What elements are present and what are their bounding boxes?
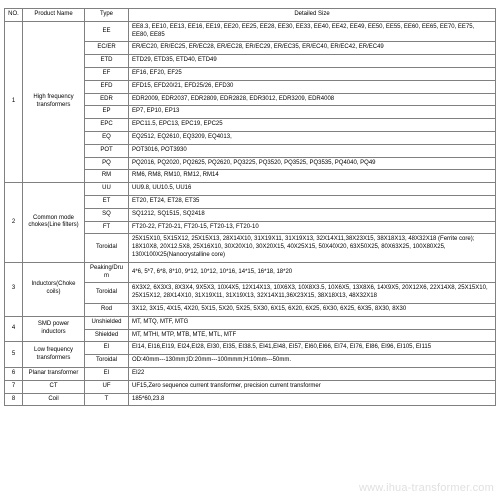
cell-no: 8	[5, 393, 23, 406]
cell-product-name: High frequency transformers	[23, 21, 85, 182]
cell-detail: UF15,Zero sequence current transformer, …	[129, 380, 496, 393]
cell-type: EDR	[85, 93, 129, 106]
cell-type: Unshielded	[85, 316, 129, 329]
cell-type: Toroidal	[85, 283, 129, 304]
cell-product-name: Inductors(Choke coils)	[23, 262, 85, 316]
cell-detail: 3X12, 3X15, 4X15, 4X20, 5X15, 5X20, 5X25…	[129, 303, 496, 316]
cell-type: EE	[85, 21, 129, 42]
cell-detail: EDR2009, EDR2037, EDR2809, EDR2828, EDR3…	[129, 93, 496, 106]
cell-detail: OD:40mm---130mm;ID:20mm---100mmm;H:10mm-…	[129, 355, 496, 368]
cell-detail: ER/EC20, ER/EC25, ER/EC28, ER/EC28, ER/E…	[129, 42, 496, 55]
cell-type: Rod	[85, 303, 129, 316]
cell-type: Toroidal	[85, 355, 129, 368]
cell-no: 6	[5, 367, 23, 380]
table-row: 6Planar transformerEIEI22	[5, 367, 496, 380]
cell-detail: MT, MTHI, MTP, MTB, MTE, MTL, MTF	[129, 329, 496, 342]
cell-detail: MT, MTQ, MTF, MTG	[129, 316, 496, 329]
cell-no: 1	[5, 21, 23, 182]
table-row: 7CTUFUF15,Zero sequence current transfor…	[5, 380, 496, 393]
cell-type: UU	[85, 183, 129, 196]
cell-type: EI	[85, 367, 129, 380]
cell-product-name: CT	[23, 380, 85, 393]
cell-type: EPC	[85, 119, 129, 132]
header-no: NO.	[5, 9, 23, 22]
cell-type: ET	[85, 195, 129, 208]
header-name: Product Name	[23, 9, 85, 22]
table-row: 5Low frequency transformersEIEI14, EI16,…	[5, 342, 496, 355]
cell-detail: ET20, ET24, ET28, ET35	[129, 195, 496, 208]
cell-type: Peaking/Drum	[85, 262, 129, 283]
cell-detail: EI14, EI16,EI19, EI24,EI28, EI30, EI35, …	[129, 342, 496, 355]
cell-detail: EE8.3, EE10, EE13, EE16, EE19, EE20, EE2…	[129, 21, 496, 42]
cell-no: 3	[5, 262, 23, 316]
cell-no: 7	[5, 380, 23, 393]
header-row: NO. Product Name Type Detailed Size	[5, 9, 496, 22]
cell-type: UF	[85, 380, 129, 393]
table-row: 2Common mode chokes(Line filters)UUUU9.8…	[5, 183, 496, 196]
cell-detail: 6X3X2, 6X3X3, 8X3X4, 9X5X3, 10X4X5, 12X1…	[129, 283, 496, 304]
cell-type: EC/ER	[85, 42, 129, 55]
cell-no: 5	[5, 342, 23, 368]
cell-type: EI	[85, 342, 129, 355]
header-type: Type	[85, 9, 129, 22]
cell-type: FT	[85, 221, 129, 234]
cell-detail: EI22	[129, 367, 496, 380]
cell-type: EP	[85, 106, 129, 119]
spec-table: NO. Product Name Type Detailed Size 1Hig…	[4, 8, 496, 406]
cell-type: PQ	[85, 157, 129, 170]
cell-type: EFD	[85, 80, 129, 93]
cell-detail: EF16, EF20, EF25	[129, 67, 496, 80]
cell-detail: ETD29, ETD35, ETD40, ETD49	[129, 55, 496, 68]
cell-detail: SQ1212, SQ1515, SQ2418	[129, 208, 496, 221]
cell-type: Toroidal	[85, 234, 129, 262]
cell-type: ETD	[85, 55, 129, 68]
cell-detail: POT3016, POT3930	[129, 144, 496, 157]
cell-product-name: Planar transformer	[23, 367, 85, 380]
cell-detail: 4*6, 5*7, 6*8, 8*10, 9*12, 10*12, 10*16,…	[129, 262, 496, 283]
cell-no: 2	[5, 183, 23, 263]
cell-product-name: SMD power inductors	[23, 316, 85, 342]
table-row: 3Inductors(Choke coils)Peaking/Drum4*6, …	[5, 262, 496, 283]
header-detail: Detailed Size	[129, 9, 496, 22]
cell-product-name: Common mode chokes(Line filters)	[23, 183, 85, 263]
cell-detail: EPC11.5, EPC13, EPC19, EPC25	[129, 119, 496, 132]
cell-detail: 25X15X10, 5X15X12, 25X15X13, 28X14X10, 3…	[129, 234, 496, 262]
cell-detail: 185*60,23.8	[129, 393, 496, 406]
cell-type: T	[85, 393, 129, 406]
cell-product-name: Coil	[23, 393, 85, 406]
cell-type: POT	[85, 144, 129, 157]
cell-detail: EP7, EP10, EP13	[129, 106, 496, 119]
cell-detail: EFD15, EFD20/21, EFD25/26, EFD30	[129, 80, 496, 93]
cell-product-name: Low frequency transformers	[23, 342, 85, 368]
cell-detail: PQ2016, PQ2020, PQ2625, PQ2620, PQ3225, …	[129, 157, 496, 170]
table-row: 1High frequency transformersEEEE8.3, EE1…	[5, 21, 496, 42]
table-row: 4SMD power inductorsUnshieldedMT, MTQ, M…	[5, 316, 496, 329]
watermark: www.ihua-transformer.com	[359, 482, 494, 494]
cell-type: EQ	[85, 131, 129, 144]
cell-type: Shielded	[85, 329, 129, 342]
cell-detail: EQ2512, EQ2610, EQ3209, EQ4013,	[129, 131, 496, 144]
cell-no: 4	[5, 316, 23, 342]
cell-detail: FT20-22, FT20-21, FT20-15, FT20-13, FT20…	[129, 221, 496, 234]
cell-detail: UU9.8, UU10.5, UU16	[129, 183, 496, 196]
cell-detail: RM6, RM8, RM10, RM12, RM14	[129, 170, 496, 183]
cell-type: RM	[85, 170, 129, 183]
table-row: 8CoilT185*60,23.8	[5, 393, 496, 406]
cell-type: EF	[85, 67, 129, 80]
cell-type: SQ	[85, 208, 129, 221]
